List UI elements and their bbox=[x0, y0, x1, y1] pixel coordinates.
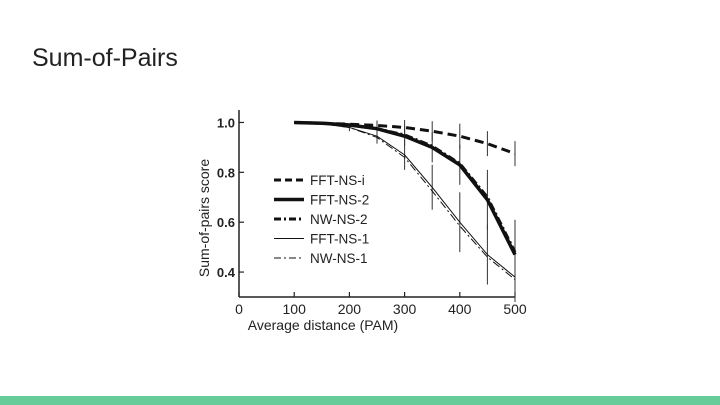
x-tick-label: 0 bbox=[235, 301, 243, 317]
series-line-nw-ns-1 bbox=[294, 121, 516, 280]
legend-label: NW-NS-1 bbox=[310, 251, 368, 266]
x-tick-label: 400 bbox=[448, 301, 472, 317]
x-tick-label: 200 bbox=[338, 301, 362, 317]
series-line-nw-ns-2 bbox=[294, 120, 517, 253]
legend-label: NW-NS-2 bbox=[310, 212, 368, 227]
legend-label: FFT-NS-2 bbox=[310, 193, 369, 208]
x-axis-label: Average distance (PAM) bbox=[248, 317, 398, 333]
legend-label: FFT-NS-i bbox=[310, 173, 365, 188]
series-lines bbox=[294, 120, 517, 280]
legend-label: FFT-NS-1 bbox=[310, 232, 369, 247]
x-tick-label: 100 bbox=[283, 301, 307, 317]
y-tick-label: 0.4 bbox=[217, 265, 236, 280]
accent-bar bbox=[0, 396, 720, 405]
x-tick-label: 300 bbox=[393, 301, 417, 317]
chart: 0 100 200 300 400 500 0.4 0.6 0.8 1.0 FFT-NS-i FFT… bbox=[180, 100, 540, 350]
y-axis-label: Sum-of-pairs score bbox=[196, 159, 212, 277]
y-tick-label: 1.0 bbox=[217, 115, 235, 130]
x-tick-label: 500 bbox=[503, 301, 527, 317]
chart-legend: FFT-NS-i FFT-NS-2 NW-NS-2 FFT-NS-1 NW-NS-1 bbox=[274, 173, 369, 266]
slide-title: Sum-of-Pairs bbox=[32, 44, 178, 72]
y-tick-label: 0.8 bbox=[217, 165, 235, 180]
chart-axes: 0 100 200 300 400 500 0.4 0.6 0.8 1.0 bbox=[217, 110, 527, 317]
y-tick-label: 0.6 bbox=[217, 215, 235, 230]
